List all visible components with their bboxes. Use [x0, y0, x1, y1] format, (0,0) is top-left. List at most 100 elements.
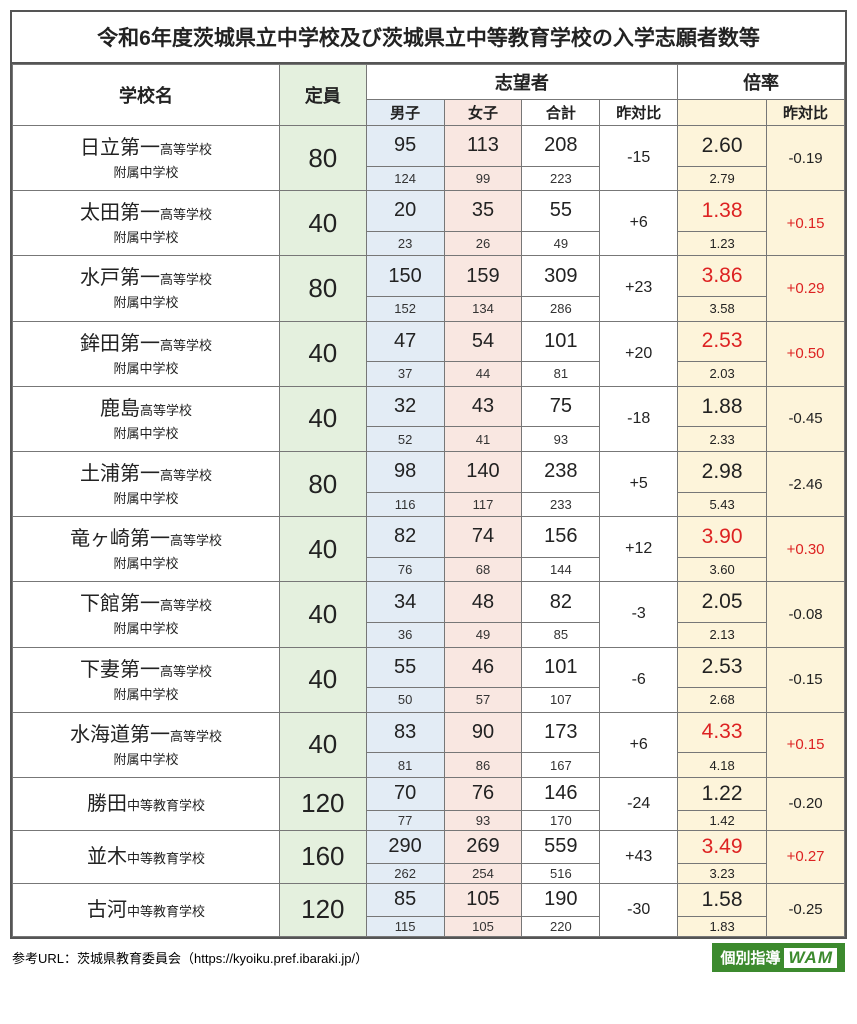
- yoy-diff: +6: [600, 191, 678, 256]
- total-prev: 286: [522, 296, 600, 321]
- source-text: 参考URL：茨城県教育委員会（https://kyoiku.pref.ibara…: [12, 948, 368, 967]
- capacity: 120: [279, 777, 366, 830]
- ratio-prev: 2.68: [678, 688, 767, 713]
- ratio-prev: 5.43: [678, 492, 767, 517]
- capacity: 40: [279, 647, 366, 712]
- total-current: 173: [522, 712, 600, 753]
- boys-current: 55: [366, 647, 444, 688]
- table-row: 太田第一高等学校附属中学校40203555+61.38+0.15: [13, 191, 845, 232]
- ratio-current: 2.53: [678, 321, 767, 362]
- school-name: 鹿島高等学校附属中学校: [13, 386, 280, 451]
- table-row: 土浦第一高等学校附属中学校8098140238+52.98-2.46: [13, 451, 845, 492]
- school-name: 並木中等教育学校: [13, 830, 280, 883]
- school-name: 古河中等教育学校: [13, 883, 280, 936]
- boys-prev: 262: [366, 863, 444, 883]
- girls-prev: 93: [444, 810, 522, 830]
- total-prev: 516: [522, 863, 600, 883]
- ratio-current: 2.53: [678, 647, 767, 688]
- ratio-diff: -2.46: [767, 451, 845, 516]
- yoy-diff: -24: [600, 777, 678, 830]
- total-current: 309: [522, 256, 600, 297]
- ratio-current: 3.86: [678, 256, 767, 297]
- total-current: 101: [522, 647, 600, 688]
- boys-prev: 124: [366, 166, 444, 191]
- boys-current: 83: [366, 712, 444, 753]
- girls-current: 105: [444, 883, 522, 916]
- capacity: 40: [279, 582, 366, 647]
- girls-prev: 68: [444, 557, 522, 582]
- girls-prev: 49: [444, 622, 522, 647]
- logo: 個別指導 WAM: [712, 943, 845, 972]
- yoy-diff: +5: [600, 451, 678, 516]
- ratio-current: 1.58: [678, 883, 767, 916]
- table-row: 水海道第一高等学校附属中学校408390173+64.33+0.15: [13, 712, 845, 753]
- capacity: 40: [279, 191, 366, 256]
- ratio-prev: 3.60: [678, 557, 767, 582]
- table-body: 日立第一高等学校附属中学校8095113208-152.60-0.1912499…: [13, 126, 845, 937]
- table-header: 学校名 定員 志望者 倍率 男子 女子 合計 昨対比 昨対比: [13, 65, 845, 126]
- boys-current: 150: [366, 256, 444, 297]
- ratio-current: 3.49: [678, 830, 767, 863]
- table-container: 令和6年度茨城県立中学校及び茨城県立中等教育学校の入学志願者数等 学校名 定員 …: [10, 10, 847, 939]
- girls-prev: 57: [444, 688, 522, 713]
- boys-current: 47: [366, 321, 444, 362]
- total-prev: 220: [522, 916, 600, 936]
- ratio-diff: +0.15: [767, 712, 845, 777]
- ratio-current: 2.60: [678, 126, 767, 167]
- total-current: 75: [522, 386, 600, 427]
- total-current: 208: [522, 126, 600, 167]
- ratio-current: 4.33: [678, 712, 767, 753]
- header-ratio-yoy: 昨対比: [767, 100, 845, 126]
- total-prev: 93: [522, 427, 600, 452]
- girls-current: 159: [444, 256, 522, 297]
- ratio-diff: -0.08: [767, 582, 845, 647]
- ratio-diff: -0.45: [767, 386, 845, 451]
- ratio-diff: +0.27: [767, 830, 845, 883]
- table-row: 水戸第一高等学校附属中学校80150159309+233.86+0.29: [13, 256, 845, 297]
- ratio-diff: +0.15: [767, 191, 845, 256]
- table-row: 鉾田第一高等学校附属中学校404754101+202.53+0.50: [13, 321, 845, 362]
- yoy-diff: -30: [600, 883, 678, 936]
- school-name: 鉾田第一高等学校附属中学校: [13, 321, 280, 386]
- boys-current: 70: [366, 777, 444, 810]
- boys-prev: 23: [366, 231, 444, 256]
- girls-prev: 86: [444, 753, 522, 778]
- girls-prev: 134: [444, 296, 522, 321]
- header-applicants: 志望者: [366, 65, 677, 100]
- ratio-diff: -0.15: [767, 647, 845, 712]
- boys-prev: 77: [366, 810, 444, 830]
- ratio-current: 3.90: [678, 517, 767, 558]
- girls-current: 76: [444, 777, 522, 810]
- total-current: 156: [522, 517, 600, 558]
- ratio-prev: 2.79: [678, 166, 767, 191]
- girls-current: 74: [444, 517, 522, 558]
- total-prev: 170: [522, 810, 600, 830]
- header-total: 合計: [522, 100, 600, 126]
- table-row: 鹿島高等学校附属中学校40324375-181.88-0.45: [13, 386, 845, 427]
- school-name: 竜ヶ崎第一高等学校附属中学校: [13, 517, 280, 582]
- ratio-diff: +0.30: [767, 517, 845, 582]
- ratio-prev: 3.58: [678, 296, 767, 321]
- boys-prev: 76: [366, 557, 444, 582]
- total-prev: 49: [522, 231, 600, 256]
- total-prev: 223: [522, 166, 600, 191]
- school-name: 水海道第一高等学校附属中学校: [13, 712, 280, 777]
- table-row: 下妻第一高等学校附属中学校405546101-62.53-0.15: [13, 647, 845, 688]
- ratio-prev: 4.18: [678, 753, 767, 778]
- boys-current: 20: [366, 191, 444, 232]
- ratio-current: 2.05: [678, 582, 767, 623]
- boys-current: 290: [366, 830, 444, 863]
- table-row: 古河中等教育学校12085105190-301.58-0.25: [13, 883, 845, 916]
- header-boys: 男子: [366, 100, 444, 126]
- ratio-diff: +0.50: [767, 321, 845, 386]
- girls-prev: 26: [444, 231, 522, 256]
- header-ratio: 倍率: [678, 65, 845, 100]
- boys-prev: 36: [366, 622, 444, 647]
- girls-current: 48: [444, 582, 522, 623]
- logo-text: 個別指導: [720, 947, 780, 968]
- header-school: 学校名: [13, 65, 280, 126]
- capacity: 40: [279, 712, 366, 777]
- ratio-prev: 2.33: [678, 427, 767, 452]
- ratio-current: 1.88: [678, 386, 767, 427]
- table-row: 竜ヶ崎第一高等学校附属中学校408274156+123.90+0.30: [13, 517, 845, 558]
